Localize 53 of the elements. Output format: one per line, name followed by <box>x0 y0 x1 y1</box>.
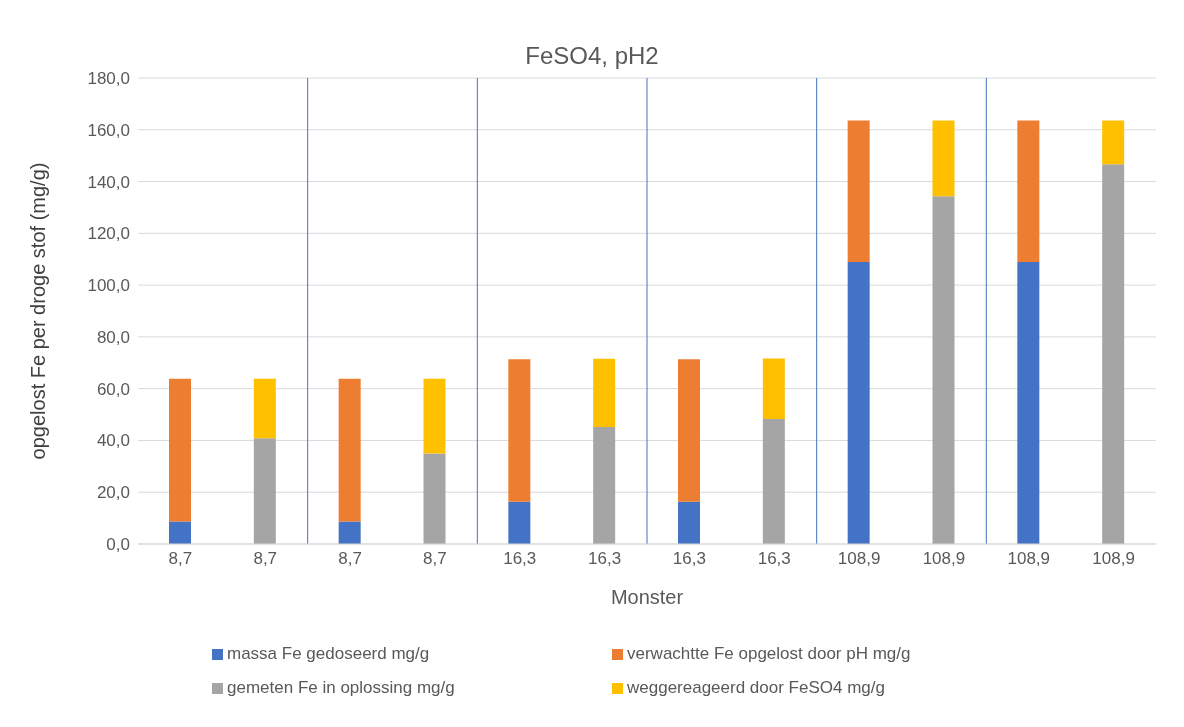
bar <box>253 378 276 439</box>
bar <box>762 418 785 544</box>
x-axis-title: Monster <box>610 586 684 608</box>
bar <box>847 120 870 263</box>
bar <box>678 501 700 544</box>
bar <box>508 359 531 502</box>
bar <box>593 358 616 427</box>
y-tick-label: 160,0 <box>87 120 130 140</box>
bar <box>423 453 446 544</box>
bar <box>593 426 616 544</box>
y-tick-label: 40,0 <box>96 431 130 451</box>
bar <box>847 262 870 544</box>
chart-title: FeSO4, pH2 <box>524 41 660 69</box>
y-tick-label: 140,0 <box>87 172 130 192</box>
x-tick-label: 108,9 <box>1092 549 1135 569</box>
bar <box>932 120 955 197</box>
bar <box>932 196 955 544</box>
bar <box>762 358 785 419</box>
bar <box>678 359 700 502</box>
bar <box>1017 120 1040 263</box>
x-tick-label: 108,9 <box>1007 549 1051 569</box>
y-tick-label: 60,0 <box>96 379 130 399</box>
bar <box>169 378 191 522</box>
legend-label: massa Fe gedoseerd mg/g <box>227 644 430 664</box>
x-tick-label: 16,3 <box>503 549 537 569</box>
bar <box>169 521 191 544</box>
bar <box>1102 120 1125 165</box>
legend-label: weggereageerd door FeSO4 mg/g <box>627 678 885 698</box>
x-tick-label: 8,7 <box>253 549 278 569</box>
y-tick-label: 0,0 <box>106 535 130 555</box>
x-tick-label: 108,9 <box>837 549 881 569</box>
legend-label: verwachtte Fe opgelost door pH mg/g <box>627 644 911 664</box>
x-tick-label: 8,7 <box>338 549 362 569</box>
y-tick-label: 180,0 <box>87 69 130 89</box>
bar <box>423 378 446 454</box>
y-axis-title: opgelost Fe per droge stof (mg/g) <box>27 162 50 460</box>
bar <box>508 501 531 544</box>
x-tick-label: 16,3 <box>588 549 622 569</box>
x-tick-label: 108,9 <box>922 549 966 569</box>
legend-label: gemeten Fe in oplossing mg/g <box>227 678 455 698</box>
bar <box>338 378 361 522</box>
bar <box>1017 262 1040 544</box>
x-tick-label: 8,7 <box>168 549 193 569</box>
y-tick-label: 80,0 <box>96 327 130 347</box>
x-tick-label: 8,7 <box>423 549 447 569</box>
bar <box>1102 164 1125 544</box>
bar <box>253 438 276 544</box>
x-tick-label: 16,3 <box>757 549 791 569</box>
y-tick-label: 100,0 <box>87 276 130 296</box>
y-tick-label: 20,0 <box>96 483 130 503</box>
y-tick-label: 120,0 <box>87 224 130 244</box>
x-tick-label: 16,3 <box>672 549 706 569</box>
bar <box>338 521 361 544</box>
